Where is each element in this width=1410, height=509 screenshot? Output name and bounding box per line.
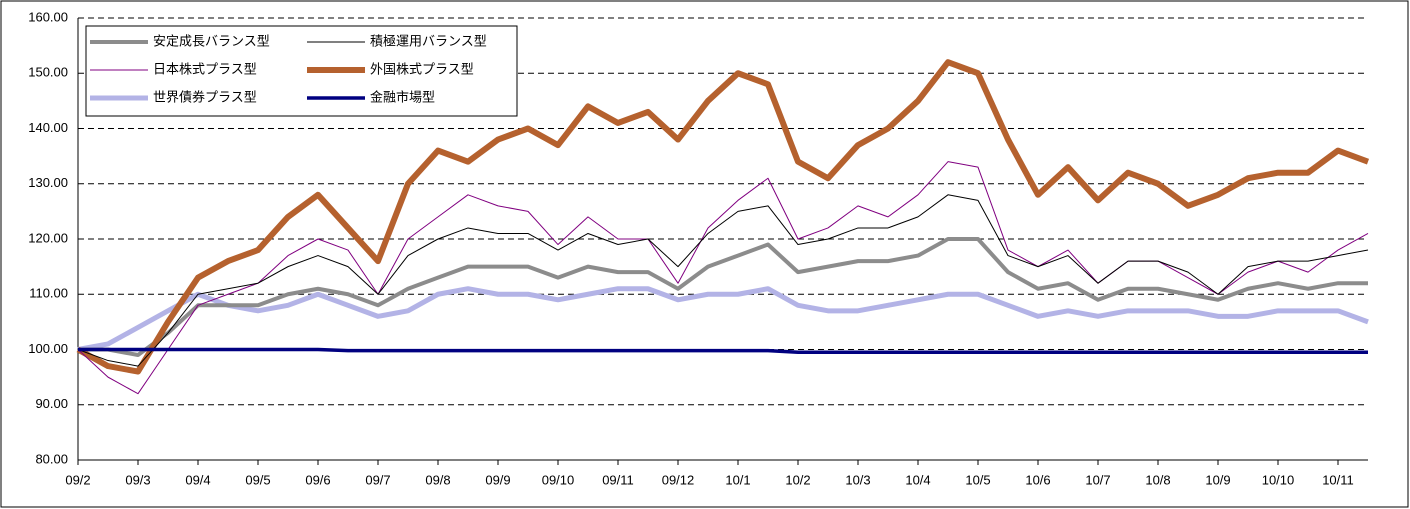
series-line (76, 59, 1370, 375)
legend-label: 積極運用バランス型 (370, 33, 487, 48)
x-tick-label: 09/7 (365, 472, 390, 487)
legend-label: 世界債券プラス型 (153, 89, 257, 104)
x-tick-label: 09/10 (542, 472, 575, 487)
x-tick-label: 10/1 (725, 472, 750, 487)
series-line (77, 286, 1369, 352)
x-tick-label: 10/3 (845, 472, 870, 487)
series-line (78, 237, 1368, 358)
y-tick-label: 150.00 (28, 65, 68, 80)
y-tick-label: 90.00 (35, 396, 68, 411)
x-tick-label: 10/8 (1145, 472, 1170, 487)
x-tick-label: 10/5 (965, 472, 990, 487)
x-tick-label: 10/4 (905, 472, 930, 487)
x-tick-label: 10/9 (1205, 472, 1230, 487)
x-tick-label: 10/2 (785, 472, 810, 487)
x-tick-label: 10/10 (1262, 472, 1295, 487)
y-tick-label: 110.00 (29, 286, 68, 301)
legend-label: 外国株式プラス型 (370, 61, 474, 76)
x-tick-label: 09/4 (185, 472, 210, 487)
series-line (77, 194, 1369, 367)
legend-label: 金融市場型 (370, 89, 435, 104)
x-tick-label: 09/11 (602, 472, 634, 487)
y-tick-label: 100.00 (28, 341, 68, 356)
y-tick-label: 160.00 (28, 9, 68, 24)
y-tick-label: 140.00 (28, 120, 68, 135)
x-tick-label: 09/12 (662, 472, 695, 487)
x-tick-label: 10/6 (1025, 472, 1050, 487)
x-tick-label: 09/2 (65, 472, 90, 487)
series-line (78, 347, 1368, 355)
x-tick-label: 09/6 (305, 472, 330, 487)
x-tick-label: 10/11 (1322, 472, 1354, 487)
x-tick-label: 09/3 (125, 472, 150, 487)
x-tick-label: 09/8 (425, 472, 450, 487)
legend-label: 安定成長バランス型 (153, 33, 270, 48)
y-tick-label: 130.00 (28, 175, 68, 190)
legend-label: 日本株式プラス型 (153, 61, 257, 76)
legend-box (85, 25, 518, 117)
x-tick-label: 09/9 (485, 472, 510, 487)
x-tick-label: 10/7 (1085, 472, 1110, 487)
y-tick-label: 120.00 (28, 230, 68, 245)
x-tick-label: 09/5 (245, 472, 270, 487)
y-tick-label: 80.00 (35, 451, 68, 466)
